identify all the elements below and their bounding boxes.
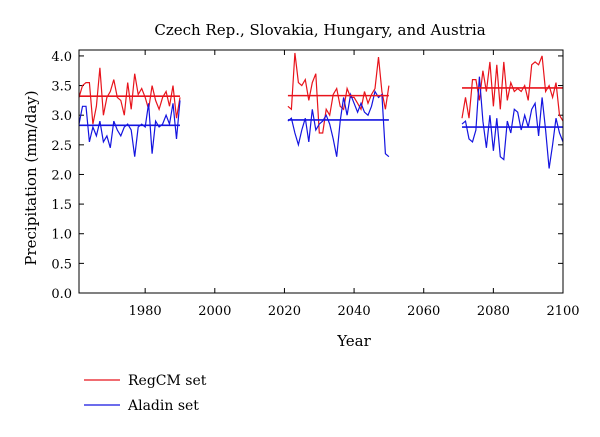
x-ticks: 1980 2000 2020 2040 2060 2080 2100 <box>129 50 580 319</box>
x-tick-label: 2040 <box>338 304 371 319</box>
legend: RegCM set Aladin set <box>84 373 207 414</box>
aladin-series-line <box>287 89 390 158</box>
y-tick-label: 4.0 <box>51 50 72 65</box>
y-tick-label: 2.5 <box>51 139 72 154</box>
y-tick-label: 2.0 <box>51 168 72 183</box>
regcm-series-line <box>287 52 390 134</box>
mean-lines <box>79 87 563 128</box>
plot-frame <box>78 49 564 294</box>
legend-label-aladin: Aladin set <box>127 398 199 414</box>
legend-label-regcm: RegCM set <box>128 373 207 389</box>
y-axis-label: Precipitation (mm/day) <box>22 90 40 265</box>
legend-item-regcm: RegCM set <box>84 373 207 389</box>
y-tick-label: 1.0 <box>51 228 72 243</box>
y-tick-label: 3.0 <box>51 109 72 124</box>
x-tick-label: 1980 <box>129 304 162 319</box>
legend-item-aladin: Aladin set <box>84 398 199 414</box>
x-tick-label: 2060 <box>407 304 440 319</box>
aladin-series-line <box>78 100 181 157</box>
y-tick-label: 0.0 <box>51 287 72 302</box>
x-tick-label: 2000 <box>198 304 231 319</box>
x-axis-label: Year <box>336 332 371 350</box>
y-tick-label: 0.5 <box>51 257 72 272</box>
y-tick-label: 1.5 <box>51 198 72 213</box>
x-tick-label: 2100 <box>546 304 579 319</box>
chart-title: Czech Rep., Slovakia, Hungary, and Austr… <box>154 21 485 39</box>
y-ticks: 0.0 0.5 1.0 1.5 2.0 2.5 3.0 3.5 4.0 <box>51 50 563 302</box>
plot-area: 0.0 0.5 1.0 1.5 2.0 2.5 3.0 3.5 4.0 1980 2000 2020… <box>51 49 580 319</box>
series-lines <box>78 52 564 169</box>
y-tick-label: 3.5 <box>51 80 72 95</box>
regcm-series-line <box>461 55 564 122</box>
aladin-series-line <box>461 76 564 169</box>
x-tick-label: 2020 <box>268 304 301 319</box>
x-tick-label: 2080 <box>477 304 510 319</box>
